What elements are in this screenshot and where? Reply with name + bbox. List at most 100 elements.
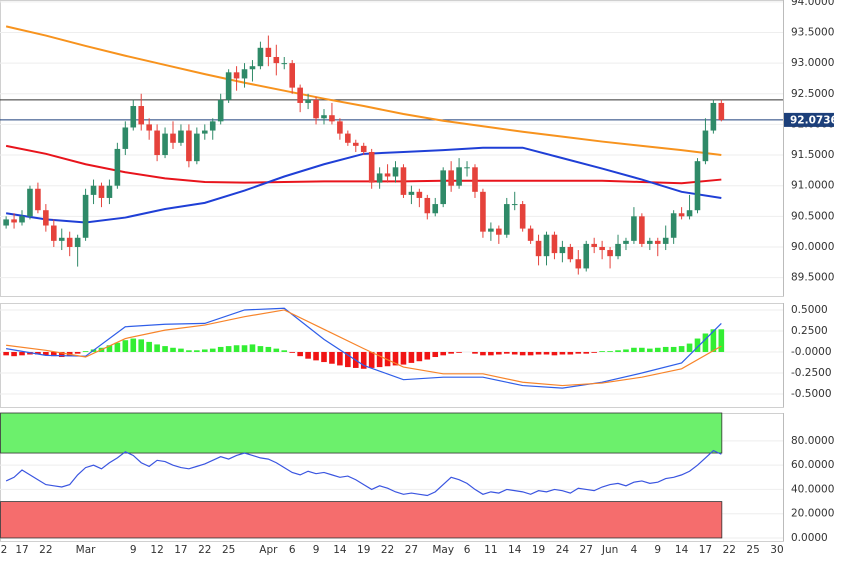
x-tick-label: 14 bbox=[675, 544, 689, 556]
candle-body bbox=[50, 225, 57, 241]
y-tick-label: 94.0000 bbox=[791, 0, 834, 8]
x-tick-label: 11 bbox=[484, 544, 497, 556]
candle-body bbox=[408, 191, 415, 195]
candle-body bbox=[496, 228, 502, 235]
candle-body bbox=[567, 246, 574, 260]
series-line bbox=[5, 449, 722, 497]
candle-body bbox=[519, 204, 526, 229]
histogram-bar bbox=[3, 351, 9, 356]
x-tick-label: 25 bbox=[746, 544, 759, 556]
candle-body bbox=[456, 167, 462, 186]
candle-body bbox=[670, 213, 677, 238]
histogram-bar bbox=[543, 351, 550, 355]
histogram-bar bbox=[615, 350, 621, 352]
histogram-bar bbox=[472, 351, 478, 354]
histogram-bar bbox=[400, 351, 407, 365]
histogram-bar bbox=[416, 351, 423, 362]
level-band bbox=[0, 501, 723, 539]
histogram-bar bbox=[368, 351, 375, 368]
histogram-bar bbox=[567, 351, 574, 355]
panel: 0.0000 20.0000 40.0000 60.0000 80.0000 2 17 22 M… bbox=[0, 412, 834, 556]
candle-body bbox=[639, 216, 645, 244]
histogram-bar bbox=[201, 349, 208, 352]
candle-body bbox=[106, 185, 113, 198]
candle-body bbox=[464, 167, 470, 169]
y-tick-label: 0.2500 bbox=[791, 325, 828, 337]
candle-body bbox=[154, 130, 160, 156]
candle-body bbox=[337, 121, 343, 134]
histogram-bar bbox=[575, 351, 582, 354]
candle-body bbox=[265, 47, 272, 57]
histogram-bar bbox=[273, 348, 280, 352]
candle-body bbox=[146, 124, 152, 131]
histogram-bar bbox=[599, 351, 605, 352]
y-tick-label: 20.0000 bbox=[791, 508, 834, 520]
histogram-bar bbox=[35, 351, 41, 355]
histogram-bar bbox=[313, 351, 319, 361]
histogram-bar bbox=[114, 342, 121, 352]
candle-body bbox=[488, 228, 494, 232]
y-tick-label: 40.0000 bbox=[791, 483, 834, 495]
histogram-bar bbox=[376, 351, 383, 368]
candle-body bbox=[130, 106, 137, 128]
x-tick-label: Mar bbox=[76, 544, 96, 556]
histogram-bar bbox=[686, 343, 693, 352]
candle-body bbox=[249, 66, 256, 70]
candle-body bbox=[384, 173, 391, 177]
candle-body bbox=[503, 204, 510, 235]
histogram-bar bbox=[702, 333, 709, 352]
candle-body bbox=[98, 185, 105, 198]
histogram-bar bbox=[43, 351, 49, 356]
candle-body bbox=[376, 173, 383, 183]
candle-body bbox=[591, 243, 597, 247]
candle-body bbox=[43, 210, 49, 226]
candle-body bbox=[170, 133, 176, 143]
panel: -0.5000 -0.2500 -0.0000 0.2500 0.5000 bbox=[0, 303, 832, 408]
candle-body bbox=[416, 191, 423, 198]
x-tick-label: Apr bbox=[259, 544, 278, 556]
candle-body bbox=[718, 102, 725, 120]
candle-body bbox=[631, 216, 637, 241]
candle-body bbox=[3, 219, 9, 226]
histogram-bar bbox=[448, 351, 454, 354]
histogram-bar bbox=[408, 351, 415, 363]
x-tick-label: 27 bbox=[580, 544, 593, 556]
y-tick-label: 90.5000 bbox=[791, 210, 834, 222]
x-tick-label: 2 bbox=[1, 544, 8, 556]
histogram-bar bbox=[225, 346, 232, 352]
y-tick-label: 80.0000 bbox=[791, 435, 834, 447]
candle-body bbox=[694, 161, 701, 211]
histogram-bar bbox=[170, 347, 176, 352]
x-tick-label: 9 bbox=[130, 544, 137, 556]
histogram-bar bbox=[257, 346, 264, 352]
candle-body bbox=[480, 191, 486, 232]
candle-body bbox=[575, 259, 582, 269]
histogram-bar bbox=[583, 351, 590, 354]
histogram-bar bbox=[281, 350, 288, 352]
histogram-bar bbox=[480, 351, 486, 356]
candle-body bbox=[559, 246, 566, 254]
x-tick-label: 27 bbox=[405, 544, 418, 556]
panel-frame bbox=[0, 303, 784, 408]
histogram-bar bbox=[392, 351, 399, 366]
candle-body bbox=[66, 237, 73, 247]
candle-body bbox=[209, 121, 216, 131]
candle-body bbox=[273, 56, 280, 64]
candle-body bbox=[352, 142, 359, 146]
histogram-bar bbox=[496, 351, 502, 355]
candle-body bbox=[599, 246, 605, 251]
x-tick-label: 14 bbox=[333, 544, 347, 556]
x-tick-label: 4 bbox=[631, 544, 638, 556]
candle-body bbox=[615, 243, 621, 257]
histogram-bar bbox=[527, 351, 534, 356]
candle-body bbox=[11, 219, 17, 223]
candle-body bbox=[440, 170, 446, 205]
candle-body bbox=[432, 204, 439, 214]
candle-body bbox=[114, 148, 121, 186]
histogram-bar bbox=[337, 351, 343, 366]
candle-body bbox=[257, 47, 264, 67]
histogram-bar bbox=[623, 349, 629, 352]
histogram-bar bbox=[424, 351, 431, 360]
histogram-bar bbox=[162, 346, 168, 352]
candle-body bbox=[607, 250, 613, 257]
